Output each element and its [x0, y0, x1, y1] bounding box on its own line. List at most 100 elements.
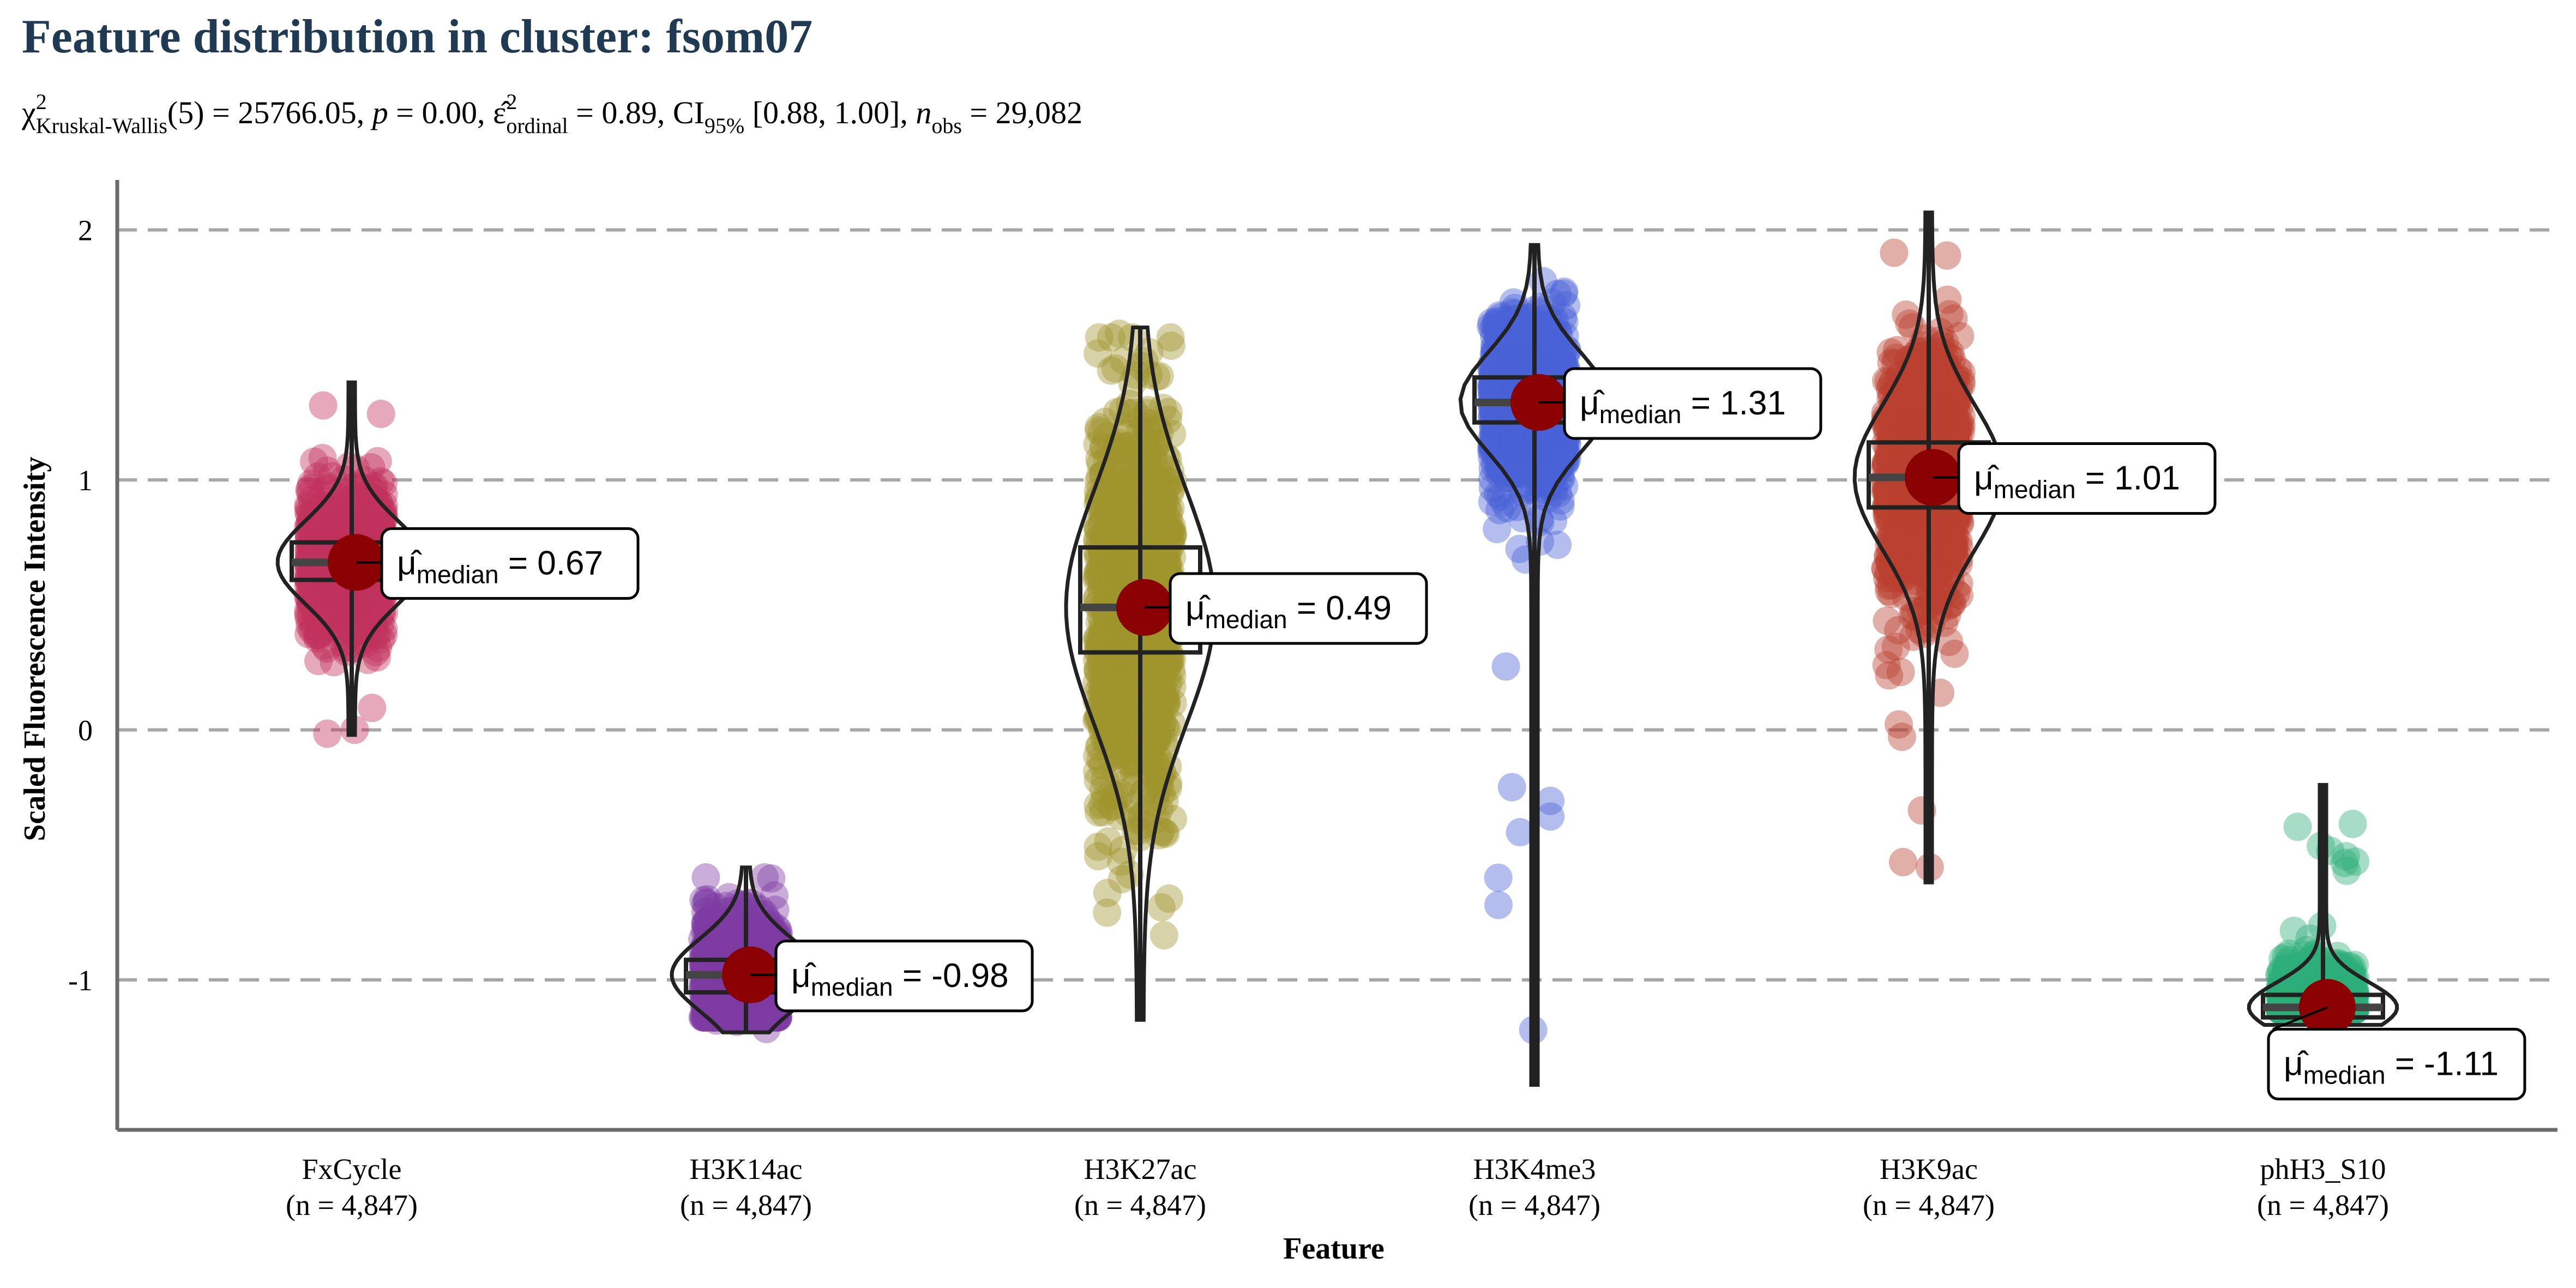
- data-point: [303, 595, 332, 624]
- data-point: [303, 575, 332, 604]
- data-point: [1093, 878, 1122, 907]
- data-point: [334, 486, 363, 515]
- data-point: [309, 391, 338, 420]
- data-point: [313, 495, 342, 524]
- feature-groups: μ̂median = 0.67μ̂median = -0.98μ̂median …: [275, 210, 2526, 1100]
- data-point: [303, 531, 332, 559]
- data-point: [294, 583, 323, 612]
- data-point: [294, 498, 323, 527]
- data-point: [751, 1001, 780, 1030]
- data-point: [315, 505, 344, 534]
- data-point: [750, 1001, 779, 1030]
- data-point: [362, 637, 390, 666]
- data-point: [735, 916, 763, 944]
- data-point: [310, 617, 339, 646]
- data-point: [369, 480, 398, 509]
- data-point: [311, 605, 340, 634]
- data-point: [341, 591, 370, 620]
- data-point: [352, 594, 381, 623]
- data-point: [304, 621, 333, 649]
- data-point: [706, 912, 735, 941]
- median-label-value: = 0.67: [499, 544, 603, 582]
- data-point: [700, 1003, 729, 1032]
- chi-symbol: χ: [21, 95, 36, 130]
- data-point: [341, 481, 370, 510]
- data-point: [712, 929, 741, 958]
- median-label-sub: median: [811, 973, 893, 1001]
- data-point: [703, 1003, 732, 1032]
- data-point: [320, 585, 349, 613]
- data-point: [307, 523, 336, 552]
- n-sub: obs: [931, 113, 962, 138]
- data-point: [310, 631, 339, 660]
- data-point: [370, 598, 399, 627]
- data-point: [719, 908, 748, 937]
- data-point: [309, 586, 338, 615]
- data-point: [317, 585, 346, 613]
- data-point: [328, 491, 357, 520]
- median-label: μ̂median = 0.67: [397, 544, 603, 588]
- chi-sup: 2: [36, 89, 47, 114]
- data-point: [297, 469, 326, 498]
- data-point: [317, 578, 346, 607]
- data-point: [719, 1003, 748, 1032]
- data-point: [356, 586, 384, 615]
- data-point: [296, 531, 324, 559]
- data-point: [323, 588, 352, 617]
- data-point: [324, 513, 353, 542]
- data-point: [296, 474, 324, 503]
- data-point: [350, 499, 379, 528]
- data-point: [1097, 356, 1126, 385]
- data-point: [306, 523, 335, 552]
- data-point: [700, 918, 729, 947]
- data-point: [707, 925, 736, 954]
- data-point: [366, 399, 395, 428]
- data-point: [303, 624, 332, 653]
- data-point: [328, 587, 357, 616]
- data-point: [321, 601, 350, 630]
- data-point: [302, 506, 330, 535]
- data-point: [310, 491, 339, 520]
- data-point: [314, 575, 343, 604]
- data-point: [340, 600, 369, 629]
- data-point: [318, 593, 347, 622]
- data-point: [735, 924, 763, 953]
- data-point: [307, 531, 336, 559]
- data-point: [354, 611, 383, 640]
- data-point: [697, 973, 726, 1002]
- data-point: [309, 583, 338, 612]
- data-point: [299, 531, 328, 560]
- data-point: [715, 1003, 744, 1032]
- data-point: [320, 510, 349, 539]
- data-point: [721, 1003, 750, 1032]
- data-point: [298, 525, 327, 554]
- data-point: [320, 509, 349, 538]
- data-point: [359, 585, 388, 614]
- data-point: [327, 513, 356, 542]
- n-value: = 29,082: [962, 95, 1082, 130]
- data-point: [369, 469, 398, 498]
- median-label-value: = 0.49: [1287, 589, 1392, 627]
- data-point: [717, 920, 745, 949]
- data-point: [350, 605, 378, 634]
- data-point: [296, 478, 325, 507]
- data-point: [692, 997, 721, 1026]
- data-point: [744, 920, 773, 949]
- median-label-value: = -0.98: [893, 957, 1009, 995]
- data-point: [358, 511, 387, 540]
- data-point: [700, 992, 729, 1021]
- data-point: [340, 501, 369, 530]
- data-point: [1156, 323, 1185, 352]
- data-point: [714, 905, 743, 934]
- data-point: [747, 998, 776, 1027]
- data-point: [334, 506, 363, 535]
- median-label-value: = 1.31: [1682, 384, 1786, 422]
- data-point: [321, 590, 350, 619]
- data-point: [303, 575, 332, 604]
- data-point: [302, 598, 331, 627]
- data-point: [350, 595, 379, 624]
- data-point: [305, 523, 334, 552]
- data-point: [718, 1003, 747, 1032]
- data-point: [316, 519, 345, 547]
